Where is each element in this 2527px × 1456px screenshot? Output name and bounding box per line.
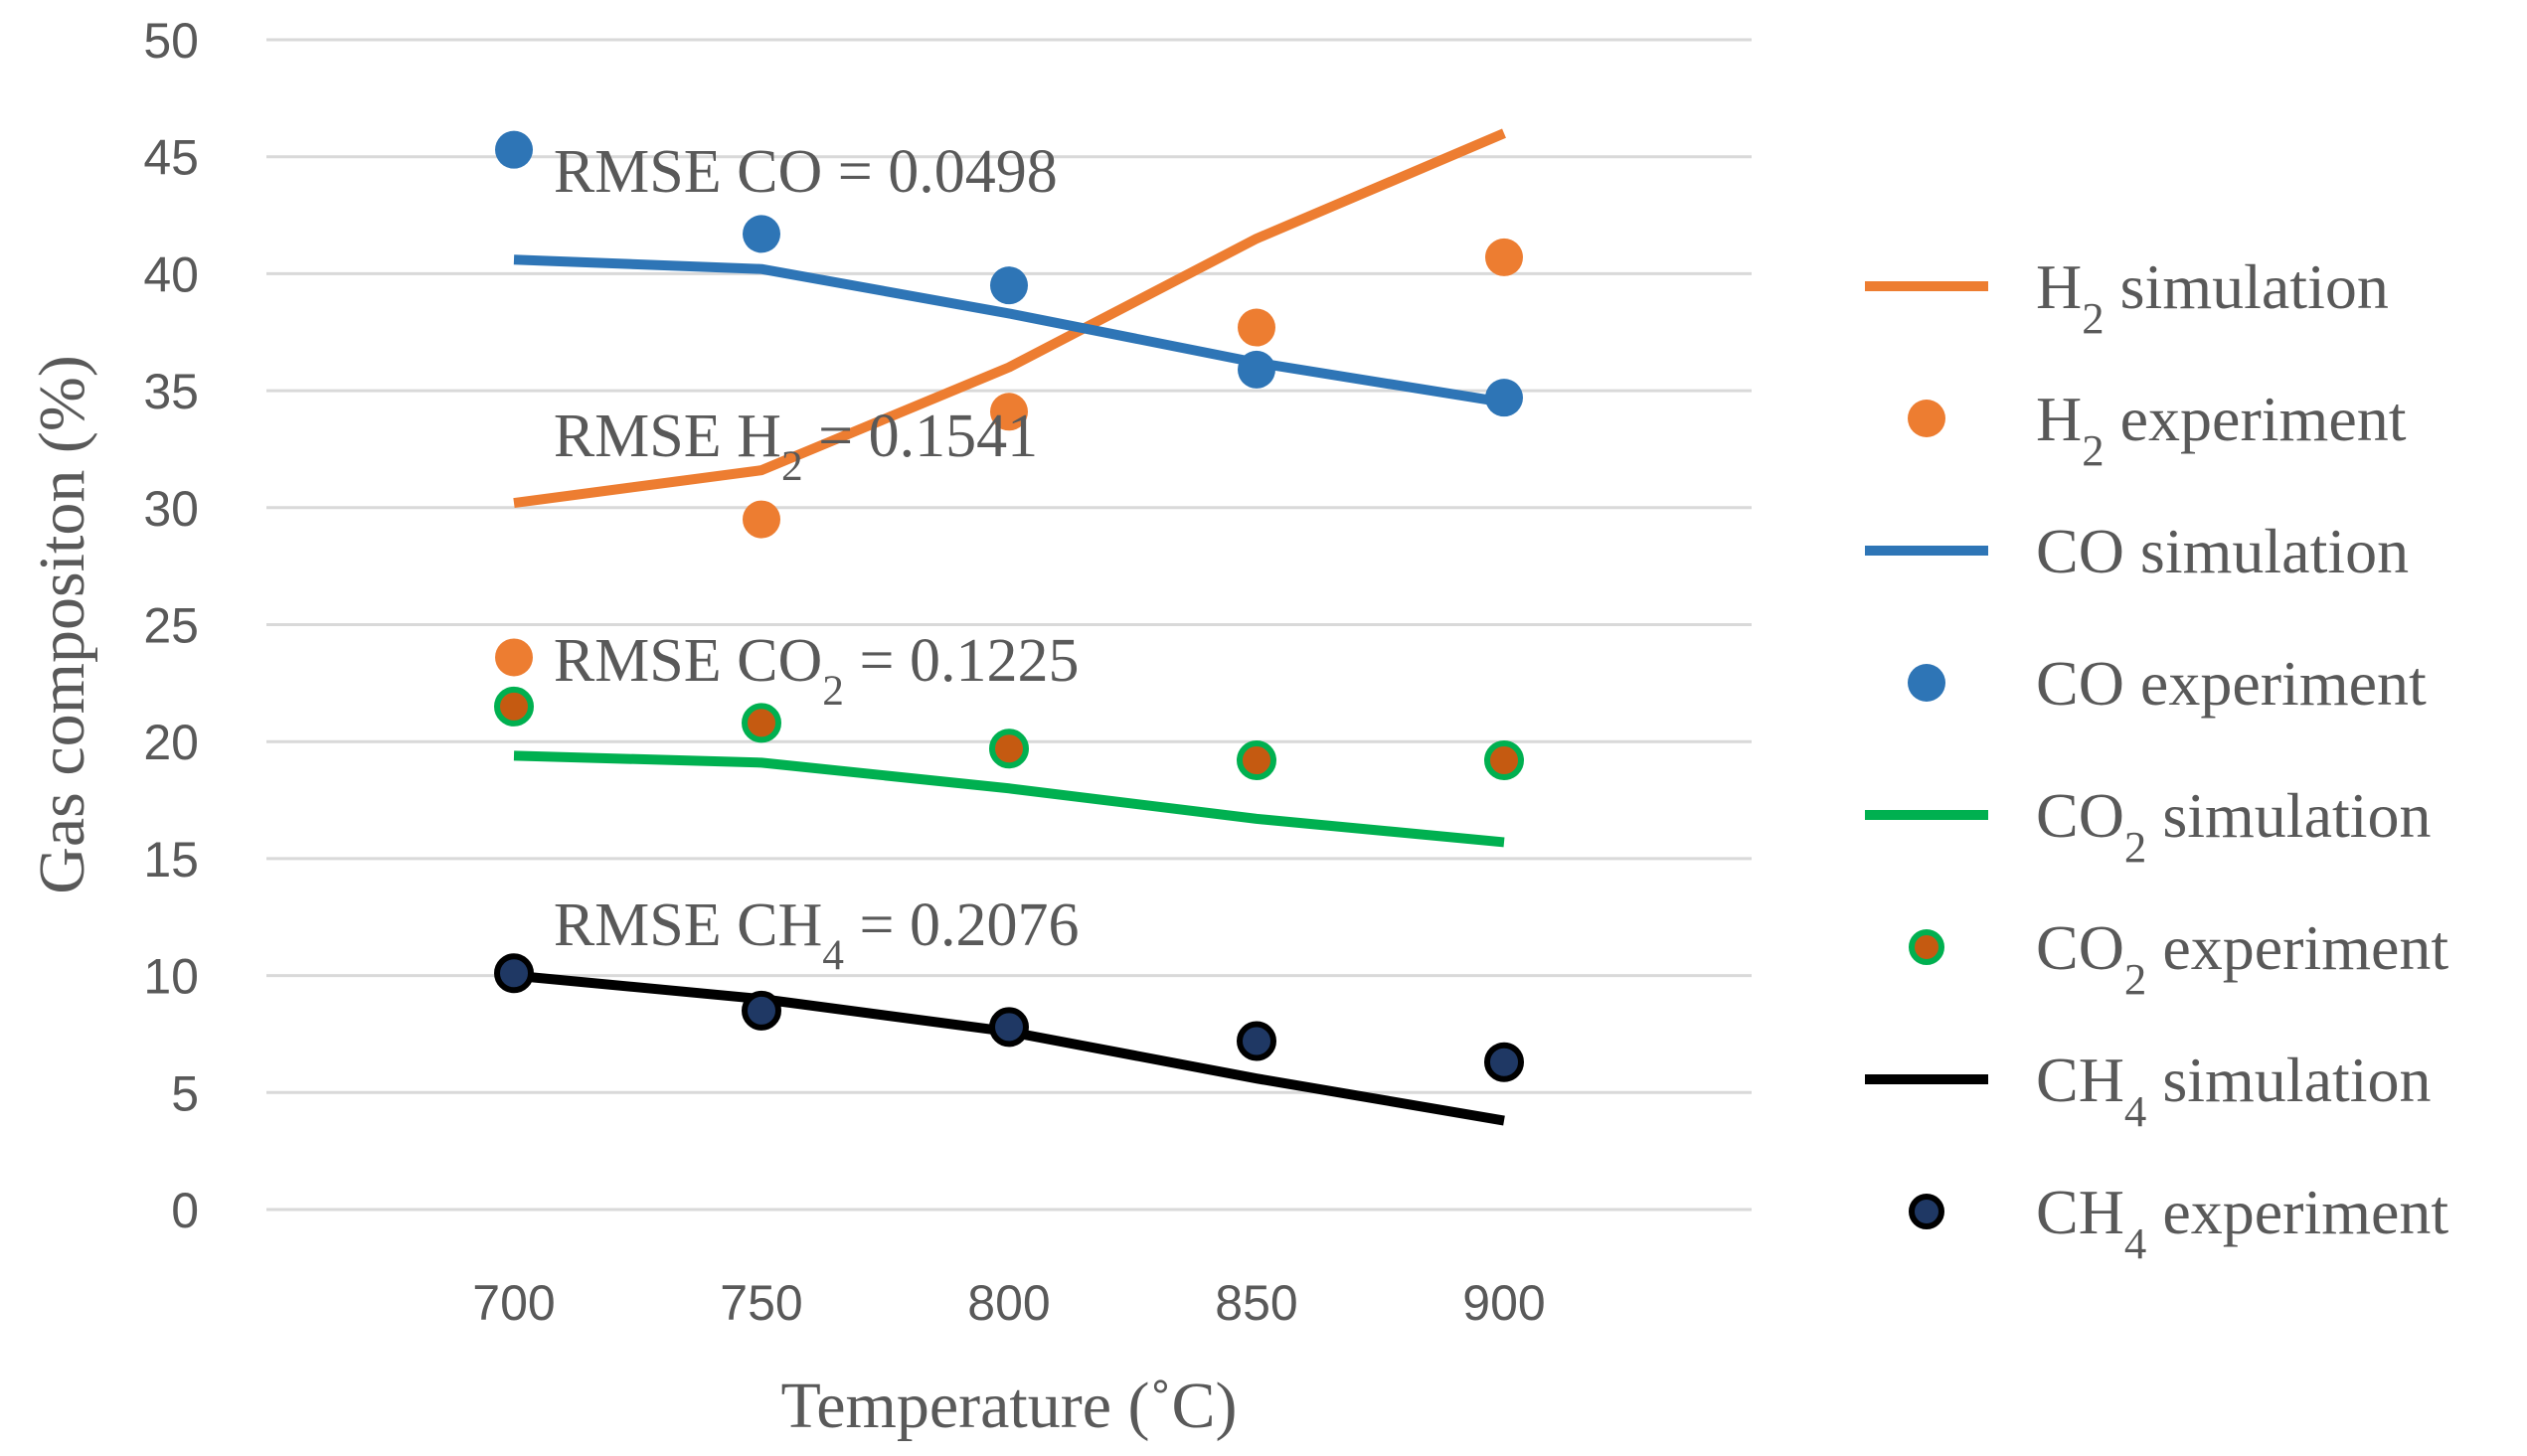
ch4-experiment-point xyxy=(494,953,534,994)
y-tick-label: 40 xyxy=(143,246,199,302)
y-tick-label: 5 xyxy=(171,1065,199,1121)
legend-ch4-experiment-swatch xyxy=(1909,1194,1944,1229)
legend-co2-experiment-swatch xyxy=(1909,929,1944,965)
y-tick-label: 15 xyxy=(143,832,199,888)
h2-simulation-line xyxy=(513,128,1506,509)
legend-co-experiment-swatch xyxy=(1908,664,1945,702)
annotations: RMSE CO = 0.0498 RMSE H2 = 0.1541 RMSE CO2… xyxy=(554,138,1080,979)
ch4-simulation-line xyxy=(513,970,1505,1126)
x-tick-label: 700 xyxy=(472,1275,555,1331)
x-tick-label: 800 xyxy=(967,1275,1050,1331)
h2-experiment-point xyxy=(743,500,780,539)
co-experiment-point xyxy=(743,215,780,253)
co2-experiment-point xyxy=(1484,740,1524,781)
co-experiment-point xyxy=(990,266,1028,305)
y-tick-label: 45 xyxy=(143,130,199,186)
x-tick-label: 750 xyxy=(720,1275,802,1331)
legend: H2 simulation H2 experiment CO simulation C… xyxy=(1865,251,2448,1268)
legend-co-simulation-label: CO simulation xyxy=(2036,516,2409,586)
x-axis-ticks: 700 750 800 850 900 xyxy=(472,1275,1545,1331)
y-tick-label: 20 xyxy=(143,715,199,770)
y-tick-label: 10 xyxy=(143,949,199,1005)
x-axis-title: Temperature (˚C) xyxy=(781,1370,1238,1442)
y-tick-label: 0 xyxy=(171,1183,199,1238)
y-tick-label: 50 xyxy=(143,13,199,69)
ch4-experiment-point xyxy=(1484,1042,1524,1082)
co2-experiment-point xyxy=(494,686,534,727)
rmse-annotation: RMSE H2 = 0.1541 xyxy=(554,403,1038,490)
h2-experiment-point xyxy=(495,638,533,677)
legend-ch4-experiment-label: CH4 experiment xyxy=(2036,1177,2448,1268)
rmse-annotation: RMSE CH4 = 0.2076 xyxy=(554,891,1080,979)
series-lines xyxy=(513,128,1506,1126)
y-tick-label: 30 xyxy=(143,481,199,537)
ch4-experiment-point xyxy=(742,990,781,1031)
rmse-annotation: RMSE CO2 = 0.1225 xyxy=(554,627,1080,715)
y-axis-ticks: 0 5 10 15 20 25 30 35 40 45 50 xyxy=(143,13,199,1238)
co2-experiment-point xyxy=(742,703,781,743)
co-experiment-point xyxy=(1485,379,1523,417)
h2-experiment-point xyxy=(1485,238,1523,276)
legend-co2-experiment-label: CO2 experiment xyxy=(2036,912,2448,1004)
h2-experiment-point xyxy=(990,393,1028,431)
co-simulation-line xyxy=(513,254,1505,407)
y-axis-title: Gas compositon (%) xyxy=(26,355,98,894)
ch4-experiment-point xyxy=(989,1007,1029,1048)
legend-co-experiment-label: CO experiment xyxy=(2036,648,2427,719)
legend-h2-simulation-label: H2 simulation xyxy=(2036,251,2389,343)
h2-experiment-point xyxy=(1238,308,1275,347)
co2-simulation-line xyxy=(513,750,1505,848)
co-experiment-point xyxy=(1238,350,1275,389)
x-tick-label: 900 xyxy=(1462,1275,1545,1331)
ch4-experiment-point xyxy=(1237,1021,1276,1061)
co-experiment-point xyxy=(495,130,533,169)
y-tick-label: 25 xyxy=(143,598,199,654)
legend-ch4-simulation-label: CH4 simulation xyxy=(2036,1045,2432,1136)
rmse-annotation: RMSE CO = 0.0498 xyxy=(554,138,1058,206)
legend-h2-experiment-label: H2 experiment xyxy=(2036,384,2407,475)
x-tick-label: 850 xyxy=(1215,1275,1297,1331)
legend-h2-experiment-swatch xyxy=(1908,400,1945,437)
series-markers xyxy=(494,130,1524,1082)
legend-co2-simulation-label: CO2 simulation xyxy=(2036,780,2432,872)
co2-experiment-point xyxy=(1237,740,1276,781)
co2-experiment-point xyxy=(989,728,1029,769)
y-tick-label: 35 xyxy=(143,364,199,419)
